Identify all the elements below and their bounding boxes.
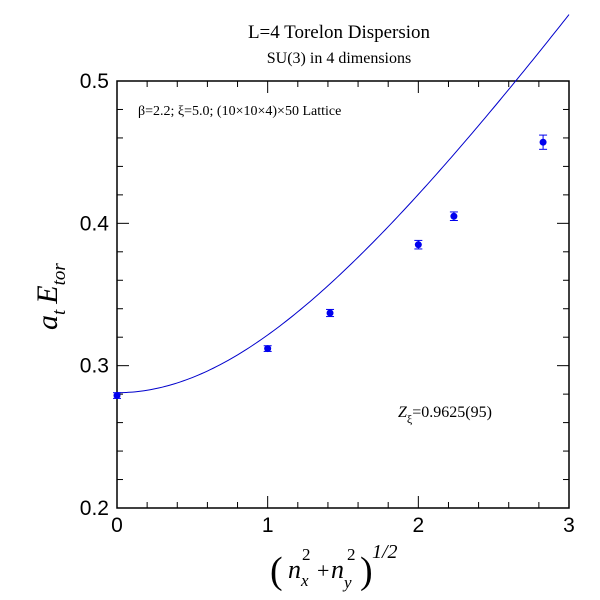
data-point <box>263 345 272 353</box>
y-label-t-sub: t <box>49 309 70 315</box>
z-label: Z <box>398 404 408 421</box>
y-label-a: a <box>31 315 64 330</box>
y-label-tor-sub: tor <box>49 263 70 286</box>
point-marker <box>450 212 458 220</box>
point-marker <box>326 309 334 317</box>
x-label-ny: ny <box>331 555 352 592</box>
data-points <box>113 134 548 400</box>
point-marker <box>264 345 272 353</box>
point-marker <box>414 241 422 249</box>
y-axis-label: atEtor <box>31 263 70 330</box>
point-marker <box>539 138 547 146</box>
x-label-nx: nx <box>288 555 309 590</box>
chart-subtitle: SU(3) in 4 dimensions <box>267 50 411 67</box>
y-label-e: E <box>31 285 64 304</box>
x-tick-label: 2 <box>412 514 424 537</box>
data-point <box>326 308 335 318</box>
lattice-annotation: β=2.2; ξ=5.0; (10×10×4)×50 Lattice <box>138 104 341 119</box>
x-tick-labels: 0 1 2 3 <box>111 514 575 537</box>
y-tick-labels: 0.2 0.3 0.4 0.5 <box>80 70 110 520</box>
plot-frame <box>116 80 570 509</box>
x-tick-label: 0 <box>111 514 123 537</box>
y-tick-label: 0.3 <box>80 355 109 378</box>
x-label-plus: + <box>317 558 329 583</box>
x-label-power: 1/2 <box>372 541 398 563</box>
data-point <box>539 134 548 150</box>
x-label-sup2-a: 2 <box>302 545 311 564</box>
z-value: =0.9625(95) <box>412 404 492 421</box>
x-label-close-paren: ) <box>360 550 373 592</box>
data-point <box>113 392 121 400</box>
y-tick-label: 0.2 <box>80 497 109 520</box>
data-point <box>449 211 458 221</box>
y-tick-label: 0.5 <box>80 70 109 93</box>
fit-curve <box>116 14 570 394</box>
x-tick-label: 3 <box>563 514 575 537</box>
x-label-open-paren: ( <box>270 550 283 592</box>
x-axis-label: ( nx 2 + ny 2 ) 1/2 <box>270 541 398 592</box>
svg-text:atEtor: atEtor <box>31 263 70 330</box>
chart-title: L=4 Torelon Dispersion <box>248 22 431 43</box>
y-tick-label: 0.4 <box>80 212 110 235</box>
axis-ticks <box>116 80 570 509</box>
x-label-sup2-b: 2 <box>347 545 356 564</box>
point-marker <box>113 392 121 400</box>
data-point <box>414 239 423 250</box>
z-xi-annotation: Zξ=0.9625(95) <box>398 404 492 426</box>
z-subscript: ξ <box>407 412 413 426</box>
x-tick-label: 1 <box>262 514 274 537</box>
